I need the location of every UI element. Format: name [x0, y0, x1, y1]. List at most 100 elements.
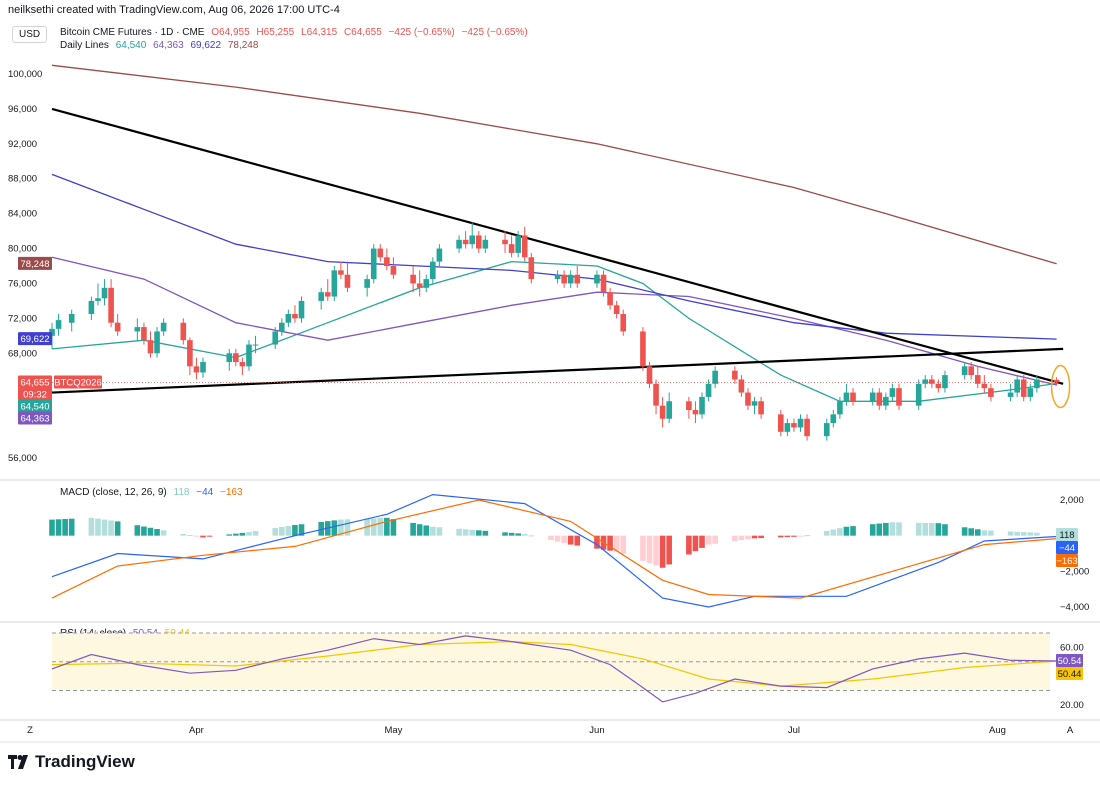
candle-body[interactable]	[154, 331, 160, 354]
candle-body[interactable]	[745, 392, 751, 406]
candle-body[interactable]	[1027, 388, 1034, 397]
candle-body[interactable]	[187, 340, 193, 367]
macd-label[interactable]: MACD (close, 12, 26, 9)	[60, 487, 167, 498]
candle-body[interactable]	[423, 279, 430, 288]
candle-body[interactable]	[823, 423, 830, 437]
candle-body[interactable]	[896, 388, 902, 406]
candle-body[interactable]	[692, 410, 699, 415]
candle-body[interactable]	[416, 283, 423, 288]
candle-body[interactable]	[370, 248, 377, 280]
candle-body[interactable]	[55, 320, 62, 329]
candle-body[interactable]	[974, 375, 981, 384]
candle-body[interactable]	[528, 257, 535, 280]
candle-body[interactable]	[364, 279, 370, 288]
candle-body[interactable]	[850, 392, 856, 402]
candle-body[interactable]	[646, 366, 653, 384]
candle-body[interactable]	[279, 322, 285, 332]
candle-body[interactable]	[331, 270, 338, 297]
candle-body[interactable]	[200, 362, 206, 373]
candle-body[interactable]	[88, 300, 95, 314]
candle-body[interactable]	[1007, 392, 1014, 397]
daily-lines-label[interactable]: Daily Lines	[60, 40, 109, 51]
candle-body[interactable]	[430, 261, 436, 280]
candle-body[interactable]	[456, 239, 462, 249]
candle-body[interactable]	[233, 353, 239, 362]
candle-body[interactable]	[101, 287, 108, 299]
candle-body[interactable]	[738, 379, 745, 393]
candle-body[interactable]	[837, 401, 843, 415]
candle-body[interactable]	[889, 388, 896, 397]
candle-body[interactable]	[620, 314, 627, 332]
candle-body[interactable]	[475, 235, 482, 249]
candle-body[interactable]	[653, 383, 659, 406]
candle-body[interactable]	[324, 292, 331, 297]
candle-body[interactable]	[732, 370, 738, 380]
time-axis-corner-left[interactable]: Z	[27, 725, 33, 736]
candle-body[interactable]	[613, 305, 620, 314]
candle-body[interactable]	[778, 414, 784, 432]
candle-body[interactable]	[804, 418, 810, 437]
candle-body[interactable]	[968, 366, 975, 376]
candle-body[interactable]	[1014, 379, 1020, 393]
candle-body[interactable]	[344, 274, 351, 288]
candle-body[interactable]	[554, 274, 561, 280]
candle-body[interactable]	[640, 331, 646, 367]
time-axis-corner-right[interactable]: A	[1067, 725, 1074, 736]
candle-body[interactable]	[607, 292, 613, 306]
currency-button[interactable]: USD	[12, 26, 48, 43]
candle-body[interactable]	[961, 366, 968, 376]
candle-body[interactable]	[988, 388, 994, 397]
candle-body[interactable]	[1020, 379, 1027, 397]
candle-body[interactable]	[594, 274, 600, 284]
candle-body[interactable]	[469, 235, 476, 245]
candle-body[interactable]	[141, 327, 147, 341]
candle-body[interactable]	[521, 235, 528, 258]
candle-body[interactable]	[751, 401, 758, 406]
candle-body[interactable]	[1053, 379, 1060, 383]
candle-body[interactable]	[246, 344, 252, 367]
candle-body[interactable]	[515, 235, 521, 253]
candle-body[interactable]	[272, 331, 279, 345]
candle-body[interactable]	[869, 392, 876, 402]
candle-body[interactable]	[410, 274, 416, 284]
candle-body[interactable]	[252, 344, 259, 346]
candle-body[interactable]	[384, 257, 390, 266]
candle-body[interactable]	[318, 292, 324, 301]
candle-body[interactable]	[508, 244, 515, 253]
candle-body[interactable]	[784, 423, 791, 432]
candle-body[interactable]	[239, 362, 246, 367]
candle-body[interactable]	[659, 405, 666, 419]
candle-body[interactable]	[981, 383, 988, 389]
candle-body[interactable]	[462, 239, 469, 245]
candle-body[interactable]	[915, 383, 922, 406]
candle-body[interactable]	[502, 239, 508, 245]
candle-body[interactable]	[561, 274, 567, 284]
candle-body[interactable]	[666, 401, 672, 419]
candle-body[interactable]	[574, 274, 581, 284]
candle-body[interactable]	[390, 266, 397, 275]
ascending-trendline[interactable]	[51, 347, 1064, 394]
candle-body[interactable]	[377, 248, 384, 258]
candle-body[interactable]	[160, 322, 167, 332]
candle-body[interactable]	[791, 423, 797, 428]
candle-body[interactable]	[226, 353, 233, 362]
candle-body[interactable]	[876, 392, 883, 406]
candle-body[interactable]	[180, 322, 187, 341]
descending-trendline[interactable]	[51, 107, 1064, 385]
candle-body[interactable]	[883, 396, 889, 406]
candle-body[interactable]	[699, 396, 705, 415]
candle-body[interactable]	[108, 287, 114, 323]
candle-body[interactable]	[758, 401, 764, 415]
candle-body[interactable]	[843, 392, 850, 402]
candle-body[interactable]	[797, 418, 804, 428]
candle-body[interactable]	[567, 274, 574, 284]
candle-body[interactable]	[193, 366, 200, 373]
candle-body[interactable]	[712, 370, 718, 384]
candle-body[interactable]	[686, 401, 692, 410]
candle-body[interactable]	[285, 314, 292, 323]
symbol-title[interactable]: Bitcoin CME Futures · 1D · CME	[60, 27, 205, 38]
candle-body[interactable]	[705, 383, 712, 397]
candle-body[interactable]	[922, 379, 929, 384]
candle-body[interactable]	[68, 314, 75, 323]
